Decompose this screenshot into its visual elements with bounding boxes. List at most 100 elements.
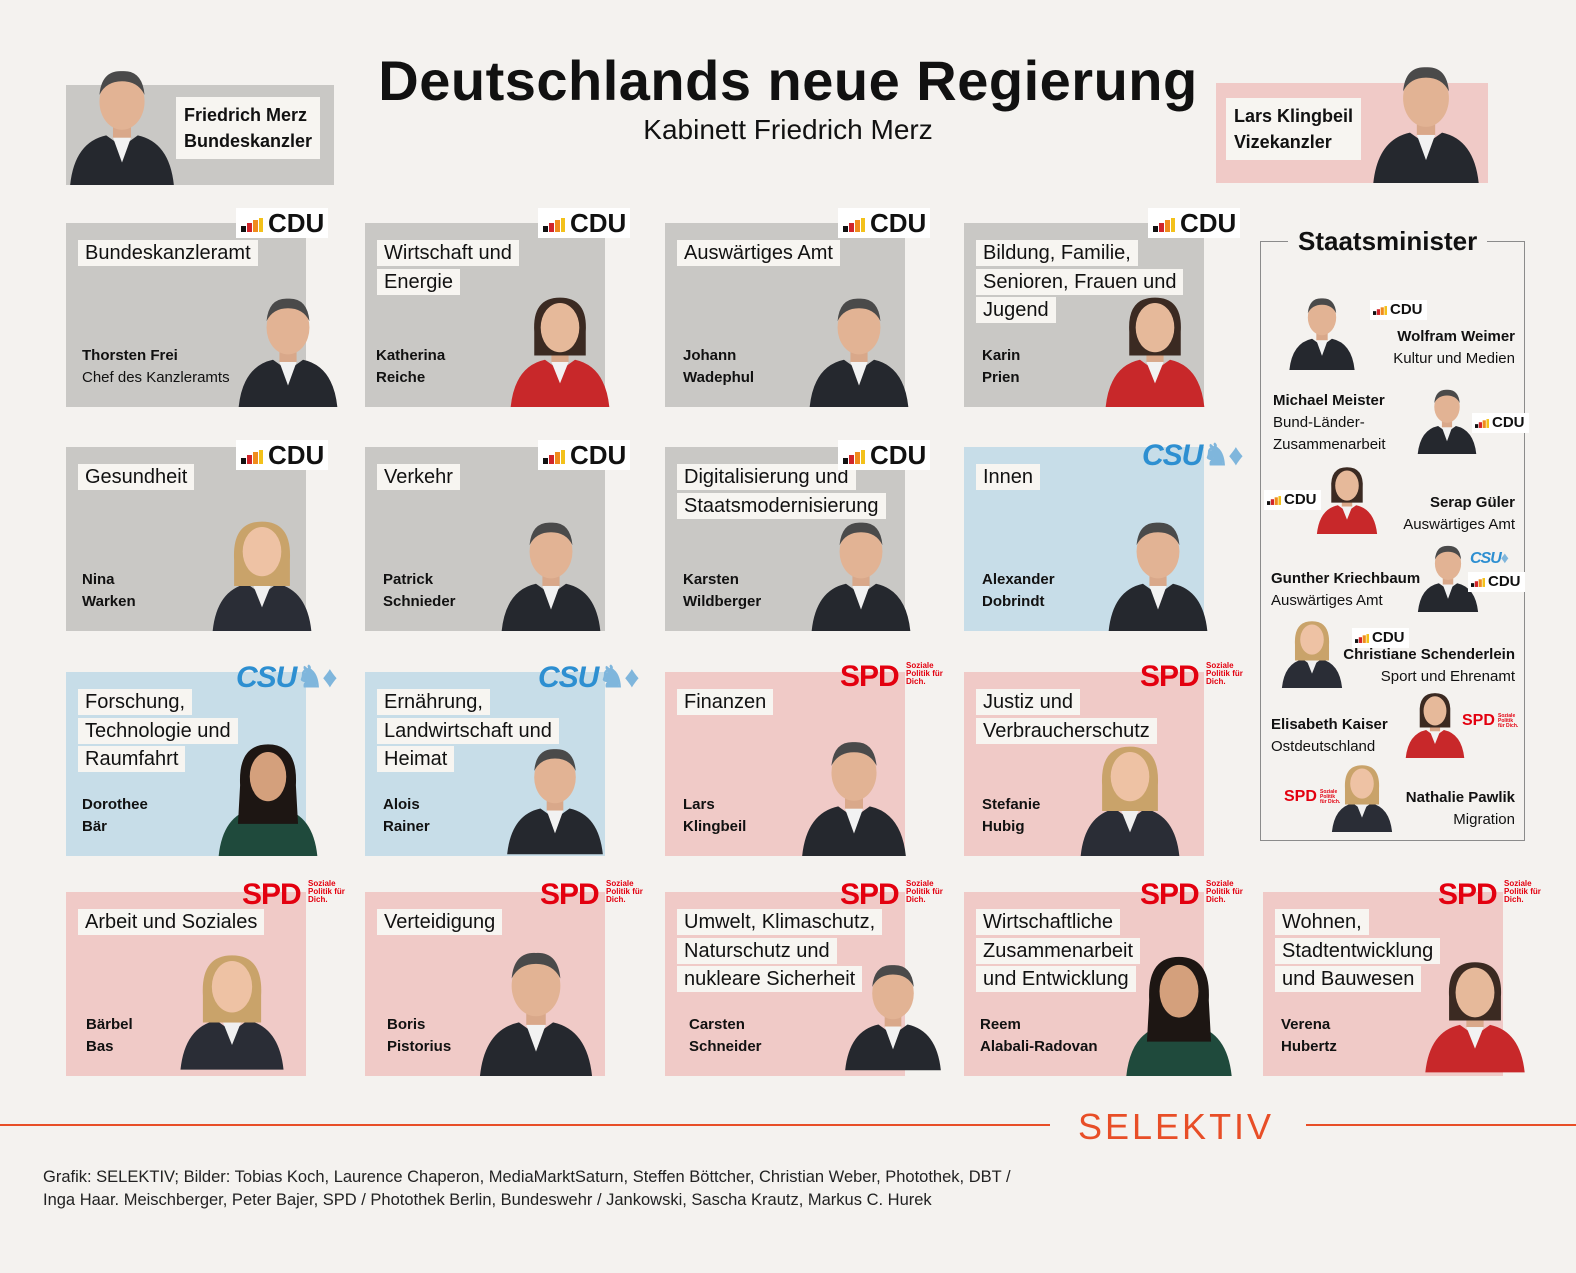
spd-logo: SPD Soziale Politik für Dich. <box>1140 660 1243 694</box>
ministry-card-bundeskanzleramt: Bundeskanzleramt Thorsten Frei Chef des K… <box>66 223 306 407</box>
ministry-card-arbeit: Arbeit und Soziales Bärbel Bas <box>66 892 306 1076</box>
spd-tagline: Soziale Politik für Dich. <box>1206 661 1243 686</box>
minister-photo <box>1104 513 1212 631</box>
chancellor-tag: Friedrich Merz Bundeskanzler <box>176 97 321 159</box>
ministry-label: Forschung, Technologie und Raumfahrt <box>78 688 258 774</box>
minister-photo <box>457 942 615 1076</box>
ministry-card-auswaertiges-amt: Auswärtiges Amt Johann Wadephul <box>665 223 905 407</box>
cdu-logo: CDU <box>1352 628 1409 648</box>
minister-info: Reem Alabali-Radovan <box>980 1016 1098 1055</box>
cdu-logo: CDU <box>1264 490 1321 510</box>
cdu-logo: CDU <box>538 440 631 470</box>
ministry-label: Wirtschaftliche Zusammenarbeit und Entwi… <box>976 908 1166 994</box>
minister-info: Bärbel Bas <box>86 1016 133 1055</box>
spd-tagline: Soziale Politik für Dich. <box>1504 879 1541 904</box>
vice-chancellor-card: Lars Klingbeil Vizekanzler <box>1216 83 1488 183</box>
minister-info: Lars Klingbeil <box>683 796 747 835</box>
cdu-logo: CDU <box>1148 208 1241 238</box>
vice-chancellor-photo <box>1354 57 1498 183</box>
ministry-label: Wohnen, Stadtentwicklung und Bauwesen <box>1275 908 1465 994</box>
vice-chancellor-tag: Lars Klingbeil Vizekanzler <box>1226 98 1362 160</box>
minister-info: Dorothee Bär <box>82 796 148 835</box>
spd-tagline: Soziale Politik für Dich. <box>906 879 943 904</box>
staatsminister-photo <box>1310 462 1384 534</box>
minister-photo <box>206 513 318 631</box>
spd-tagline: Soziale Politik für Dich. <box>1320 789 1341 805</box>
staatsminister-entry: Wolfram Weimer Kultur und Medien <box>1393 328 1515 367</box>
footer-divider-right <box>1306 1124 1576 1126</box>
spd-logo: SPD Soziale Politik für Dich. <box>1284 788 1341 805</box>
spd-logo: SPD Soziale Politik für Dich. <box>1140 878 1243 912</box>
cdu-logo: CDU <box>838 208 931 238</box>
ministry-label: Verteidigung <box>377 908 503 937</box>
ministry-label: Bundeskanzleramt <box>78 239 258 268</box>
ministry-label: Auswärtiges Amt <box>677 239 840 268</box>
minister-info: Karin Prien <box>982 347 1021 386</box>
ministry-card-justiz: Justiz und Verbraucherschutz Stefanie Hub… <box>964 672 1204 856</box>
selektiv-logo: SELEKTIV <box>1078 1106 1275 1147</box>
vice-chancellor-role: Vizekanzler <box>1234 132 1332 152</box>
spd-tagline: Soziale Politik für Dich. <box>1498 713 1519 729</box>
chancellor-role: Bundeskanzler <box>184 131 313 151</box>
page-title: Deutschlands neue Regierung <box>378 49 1198 112</box>
ministry-card-ernaehrung: Ernährung, Landwirtschaft und Heimat Alo… <box>365 672 605 856</box>
spd-tagline: Soziale Politik für Dich. <box>606 879 643 904</box>
minister-photo <box>234 289 342 407</box>
staatsminister-entry: Gunther Kriechbaum Auswärtiges Amt <box>1271 570 1421 609</box>
minister-info: Carsten Schneider <box>689 1016 762 1055</box>
spd-logo: SPD Soziale Politik für Dich. <box>840 660 943 694</box>
ministry-card-wohnen: Wohnen, Stadtentwicklung und Bauwesen Ve… <box>1263 892 1503 1076</box>
minister-photo <box>1096 289 1214 407</box>
csu-lion-icon: ♦ <box>1500 550 1509 567</box>
chancellor-name: Friedrich Merz <box>184 105 308 125</box>
spd-logo: SPD Soziale Politik für Dich. <box>540 878 643 912</box>
minister-info: Boris Pistorius <box>387 1016 452 1055</box>
minister-info: Alexander Dobrindt <box>982 571 1055 610</box>
cdu-logo: CDU <box>838 440 931 470</box>
minister-photo <box>1114 950 1244 1076</box>
vice-chancellor-name: Lars Klingbeil <box>1234 106 1354 126</box>
page-subtitle: Kabinett Friedrich Merz <box>643 114 933 145</box>
ministry-card-finanzen: Finanzen Lars Klingbeil <box>665 672 905 856</box>
cdu-logo: CDU <box>1370 300 1427 320</box>
minister-info: Patrick Schnieder <box>383 571 456 610</box>
ministry-label: Digitalisierung und Staatsmodernisierung <box>677 463 909 520</box>
spd-logo: SPD Soziale Politik für Dich. <box>1438 878 1541 912</box>
minister-photo <box>1074 738 1186 856</box>
minister-info: Katherina Reiche <box>376 347 446 386</box>
csu-lion-icon: ♞♦ <box>296 661 337 694</box>
ministry-label: Umwelt, Klimaschutz, Naturschutz und nuk… <box>677 908 909 994</box>
minister-info: Karsten Wildberger <box>683 571 762 610</box>
spd-tagline: Soziale Politik für Dich. <box>906 661 943 686</box>
minister-info: Thorsten Frei Chef des Kanzleramts <box>82 347 230 386</box>
ministry-label: Innen <box>976 463 1041 492</box>
minister-info: Nina Warken <box>82 571 136 610</box>
minister-photo <box>176 940 288 1076</box>
staatsminister-entry: Nathalie Pawlik Migration <box>1405 789 1515 828</box>
cdu-logo: CDU <box>538 208 631 238</box>
staatsminister-title: Staatsminister <box>1288 226 1488 257</box>
ministry-label: Arbeit und Soziales <box>78 908 265 937</box>
minister-photo <box>841 950 945 1076</box>
image-credits: Grafik: SELEKTIV; Bilder: Tobias Koch, L… <box>43 1168 1011 1209</box>
ministry-card-bildung: Bildung, Familie, Senioren, Frauen und J… <box>964 223 1204 407</box>
minister-info: Alois Rainer <box>383 796 430 835</box>
ministry-card-digitalisierung: Digitalisierung und Staatsmodernisierung… <box>665 447 905 631</box>
minister-photo <box>501 289 619 407</box>
ministry-label: Gesundheit <box>78 463 195 492</box>
chancellor-card: Friedrich Merz Bundeskanzler <box>66 85 334 185</box>
ministry-label: Ernährung, Landwirtschaft und Heimat <box>377 688 587 774</box>
ministry-label: Verkehr <box>377 463 460 492</box>
footer-divider-left <box>0 1124 1050 1126</box>
spd-tagline: Soziale Politik für Dich. <box>308 879 345 904</box>
ministry-label: Justiz und Verbraucherschutz <box>976 688 1176 745</box>
ministry-label: Finanzen <box>677 688 774 717</box>
ministry-label: Wirtschaft und Energie <box>377 239 542 296</box>
minister-photo <box>805 513 917 631</box>
staatsminister-entry: Michael Meister Bund-Länder- Zusammenarbei… <box>1273 392 1386 453</box>
cdu-logo: CDU <box>236 208 329 238</box>
cdu-logo: CDU <box>236 440 329 470</box>
spd-logo: SPD Soziale Politik für Dich. <box>1462 712 1519 729</box>
minister-photo <box>1421 950 1529 1076</box>
ministry-card-wirtschaft: Wirtschaft und Energie Katherina Reiche <box>365 223 605 407</box>
